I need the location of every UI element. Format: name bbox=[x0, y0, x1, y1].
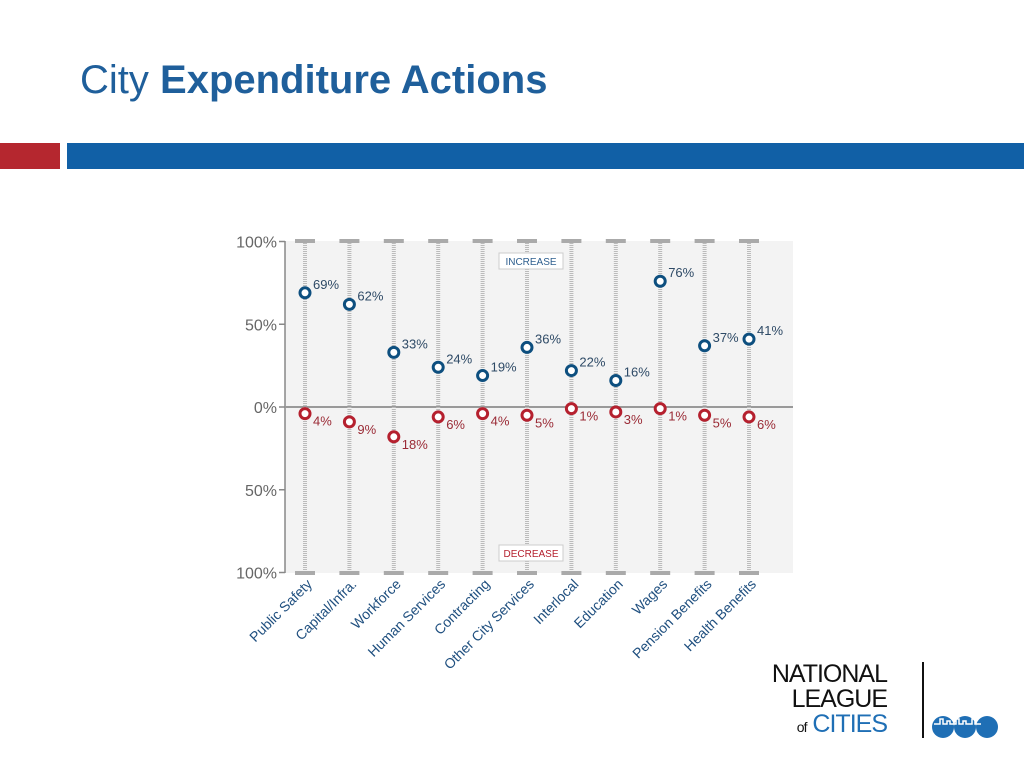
increase-label: 76% bbox=[668, 265, 694, 280]
column-cap bbox=[428, 239, 449, 243]
decrease-label: 6% bbox=[757, 417, 776, 432]
column-cap bbox=[561, 571, 582, 575]
category-label: Human Services bbox=[364, 576, 448, 660]
decrease-point bbox=[653, 402, 667, 416]
column-cap bbox=[339, 239, 360, 243]
column-cap bbox=[650, 239, 671, 243]
increase-label: 19% bbox=[491, 360, 517, 375]
increase-legend: INCREASE bbox=[505, 257, 556, 268]
decrease-point bbox=[342, 415, 356, 429]
decrease-point bbox=[520, 408, 534, 422]
decrease-label: 4% bbox=[313, 414, 332, 429]
page-title: City Expenditure Actions bbox=[80, 58, 548, 102]
category-label: Pension Benefits bbox=[629, 576, 715, 662]
column-cap bbox=[428, 571, 449, 575]
decrease-box bbox=[498, 544, 564, 562]
increase-label: 41% bbox=[757, 323, 783, 338]
decrease-point bbox=[387, 430, 401, 444]
decrease-label: 1% bbox=[579, 409, 598, 424]
column-cap bbox=[739, 239, 759, 243]
increase-label: 69% bbox=[313, 277, 339, 292]
column-cap bbox=[605, 571, 626, 575]
decrease-label: 6% bbox=[446, 417, 465, 432]
column-cap bbox=[383, 239, 404, 243]
column-cap bbox=[694, 239, 715, 243]
decrease-label: 1% bbox=[668, 409, 687, 424]
column-cap bbox=[339, 571, 360, 575]
decrease-label: 18% bbox=[402, 437, 428, 452]
decrease-label: 9% bbox=[357, 422, 376, 437]
increase-point bbox=[653, 274, 667, 288]
increase-point bbox=[698, 339, 712, 353]
increase-point bbox=[387, 345, 401, 359]
decrease-legend: DECREASE bbox=[503, 549, 558, 560]
column-cap bbox=[739, 571, 759, 575]
increase-point bbox=[476, 369, 490, 383]
decrease-label: 5% bbox=[713, 415, 732, 430]
increase-point bbox=[342, 297, 356, 311]
increase-label: 37% bbox=[713, 330, 739, 345]
category-label: Wages bbox=[629, 576, 671, 618]
decrease-point bbox=[298, 407, 312, 421]
increase-point bbox=[520, 340, 534, 354]
decrease-point bbox=[476, 407, 490, 421]
decrease-label: 5% bbox=[535, 415, 554, 430]
increase-label: 24% bbox=[446, 351, 472, 366]
increase-label: 22% bbox=[579, 355, 605, 370]
column-cap bbox=[561, 239, 582, 243]
decrease-point bbox=[698, 408, 712, 422]
decrease-label: 4% bbox=[491, 414, 510, 429]
decrease-point bbox=[431, 410, 445, 424]
increase-box bbox=[498, 252, 564, 270]
column-cap bbox=[295, 571, 315, 575]
nlc-logo: NATIONAL LEAGUE of CITIES bbox=[772, 660, 998, 740]
decrease-label: 3% bbox=[624, 412, 643, 427]
decrease-point bbox=[564, 402, 578, 416]
y-tick-label: 100% bbox=[236, 235, 277, 252]
increase-label: 33% bbox=[402, 336, 428, 351]
accent-bar-blue bbox=[67, 143, 1024, 169]
city-skyline-icon bbox=[932, 716, 998, 738]
increase-point bbox=[609, 374, 623, 388]
increase-label: 16% bbox=[624, 365, 650, 380]
decrease-point bbox=[609, 405, 623, 419]
column-cap bbox=[650, 571, 671, 575]
increase-point bbox=[431, 360, 445, 374]
column-cap bbox=[472, 239, 493, 243]
column-cap bbox=[295, 239, 315, 243]
column-cap bbox=[472, 571, 493, 575]
column-cap bbox=[517, 571, 537, 575]
decrease-point bbox=[742, 410, 756, 424]
column-cap bbox=[694, 571, 715, 575]
y-tick-label: 50% bbox=[245, 317, 277, 334]
increase-label: 36% bbox=[535, 331, 561, 346]
column-cap bbox=[517, 239, 537, 243]
y-tick-label: 100% bbox=[236, 566, 277, 583]
accent-bar-red bbox=[0, 143, 60, 169]
increase-point bbox=[298, 286, 312, 300]
column-cap bbox=[605, 239, 626, 243]
column-cap bbox=[383, 571, 404, 575]
category-label: Education bbox=[571, 576, 626, 631]
y-tick-label: 0% bbox=[254, 400, 277, 417]
increase-label: 62% bbox=[357, 288, 383, 303]
increase-point bbox=[742, 332, 756, 346]
y-tick-label: 50% bbox=[245, 483, 277, 500]
increase-point bbox=[564, 364, 578, 378]
